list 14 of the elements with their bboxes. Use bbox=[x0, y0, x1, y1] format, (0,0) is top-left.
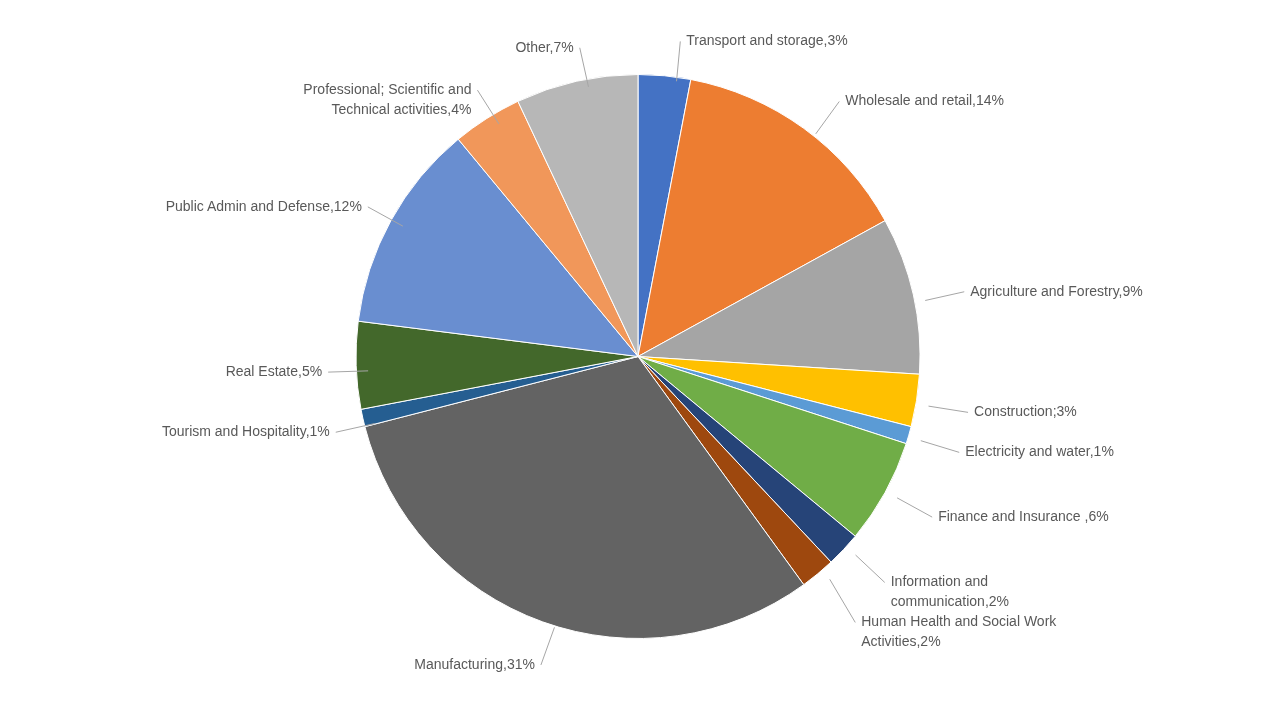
slice-label: Agriculture and Forestry,9% bbox=[970, 282, 1143, 299]
slice-label: Transport and storage,3% bbox=[686, 32, 848, 49]
slice-label: Construction;3% bbox=[974, 403, 1077, 420]
slice-label: Professional; Scientific and Technical activities,4% bbox=[303, 81, 472, 118]
slice-label: Information and communication,2% bbox=[890, 573, 1010, 610]
slice-label: Human Health and Social Work Activities,2% bbox=[861, 613, 1058, 650]
slice-label: Electricity and water,1% bbox=[965, 443, 1114, 460]
slice-label: Wholesale and retail,14% bbox=[845, 92, 1005, 109]
slice-label: Manufacturing,31% bbox=[414, 655, 535, 672]
slice-label: Public Admin and Defense,12% bbox=[165, 197, 362, 214]
slice-label: Tourism and Hospitality,1% bbox=[161, 423, 330, 440]
slice-label: Real Estate,5% bbox=[225, 363, 323, 380]
slice-label: Other,7% bbox=[515, 38, 574, 55]
slice-label: Finance and Insurance ,6% bbox=[938, 508, 1109, 525]
